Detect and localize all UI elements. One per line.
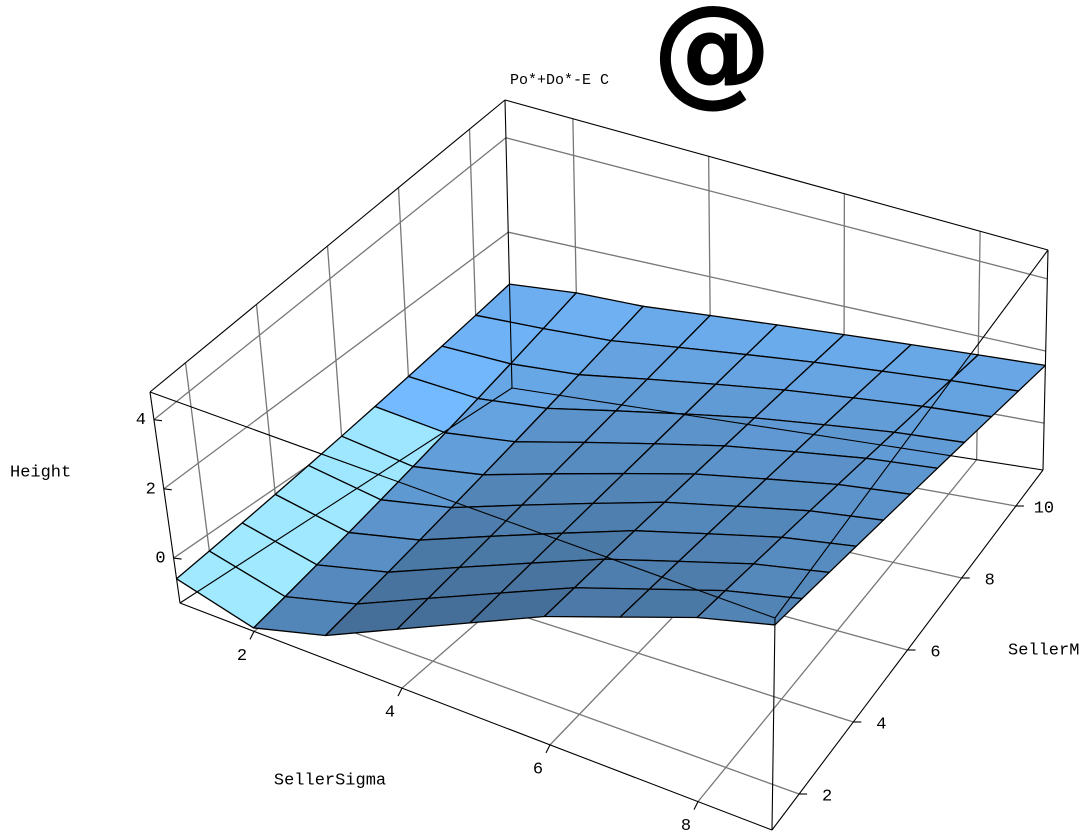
y-axis-label: SellerMu xyxy=(1008,641,1079,660)
grid-line xyxy=(508,231,1046,352)
z-tick xyxy=(153,419,163,422)
grid-line xyxy=(163,231,509,490)
z-tick-label: 4 xyxy=(136,411,146,430)
z-tick-label: 0 xyxy=(155,550,165,569)
axis-layer: 2 4 6 8 2 4 6 8 10 0 2 4 xyxy=(136,99,1054,834)
y-tick-label: 6 xyxy=(930,643,940,662)
x-tick-label: 6 xyxy=(533,760,543,779)
y-tick-label: 2 xyxy=(822,787,832,806)
box-edge xyxy=(504,99,1049,251)
chart-title: Po*+Do*-E C xyxy=(510,72,609,89)
x-tick-label: 2 xyxy=(237,647,247,666)
grid-line xyxy=(505,137,1048,280)
annotation: @ xyxy=(652,0,772,120)
box-edge xyxy=(771,617,776,831)
x-tick-label: 8 xyxy=(681,817,691,834)
box-edge xyxy=(511,387,1044,471)
x-tick xyxy=(545,744,551,754)
z-tick-label: 2 xyxy=(146,480,156,499)
grid-line xyxy=(184,362,214,582)
x-tick xyxy=(693,801,699,810)
box-edge xyxy=(1042,249,1049,471)
x-tick xyxy=(249,631,255,640)
box-edge xyxy=(179,387,513,604)
box-edge xyxy=(149,391,776,619)
y-tick-label: 4 xyxy=(876,715,886,734)
box-edge xyxy=(149,99,506,393)
surface-layer xyxy=(175,283,1047,637)
box-edge xyxy=(774,249,1049,619)
y-tick-label: 10 xyxy=(1034,499,1054,518)
x-axis-label: SellerSigma xyxy=(274,771,386,790)
grid-line xyxy=(153,137,507,421)
z-axis-label: Height xyxy=(10,463,71,482)
z-tick xyxy=(173,557,182,560)
box-edge xyxy=(504,99,513,389)
x-tick-label: 4 xyxy=(385,704,395,723)
y-tick-label: 8 xyxy=(985,571,995,590)
box-edge xyxy=(149,391,181,604)
x-tick xyxy=(397,687,403,697)
z-tick xyxy=(163,488,172,491)
box-edge xyxy=(179,602,773,831)
